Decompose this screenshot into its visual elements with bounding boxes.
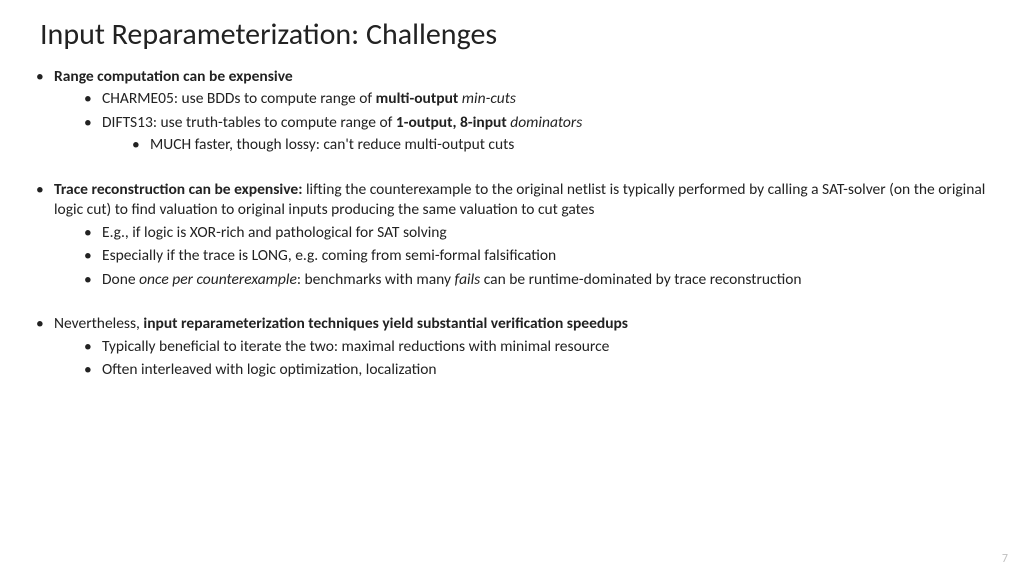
- bullet-1: Range computation can be expensive CHARM…: [36, 67, 988, 156]
- bullet-2-sub-1: E.g., if logic is XOR-rich and pathologi…: [84, 223, 988, 243]
- bullet-1-sub-2: DIFTS13: use truth-tables to compute ran…: [84, 113, 988, 156]
- text: Trace reconstruction can be expensive:: [54, 180, 303, 199]
- text: input reparameterization techniques yiel…: [143, 314, 628, 333]
- text: fails: [455, 270, 481, 289]
- text: dominators: [510, 113, 582, 132]
- page-number: 7: [1002, 552, 1008, 566]
- slide-title: Input Reparameterization: Challenges: [40, 16, 988, 53]
- text: DIFTS13: use truth-tables to compute ran…: [102, 113, 396, 132]
- bullet-1-sub-1: CHARME05: use BDDs to compute range of m…: [84, 89, 988, 109]
- bullet-3: Nevertheless, input reparameterization t…: [36, 314, 988, 380]
- bullet-1-head: Range computation can be expensive: [54, 67, 293, 86]
- bullet-list: Range computation can be expensive CHARM…: [36, 67, 988, 380]
- bullet-2-sub-3: Done once per counterexample: benchmarks…: [84, 270, 988, 290]
- text: once per counterexample: [139, 270, 297, 289]
- text: multi-output: [376, 89, 459, 108]
- text: : benchmarks with many: [297, 270, 455, 289]
- bullet-2-sub-2: Especially if the trace is LONG, e.g. co…: [84, 246, 988, 266]
- spacer: [36, 294, 988, 310]
- text: CHARME05: use BDDs to compute range of: [102, 89, 376, 108]
- text: min-cuts: [462, 89, 516, 108]
- spacer: [36, 160, 988, 176]
- slide: Input Reparameterization: Challenges Ran…: [0, 0, 1024, 576]
- bullet-3-sub-2: Often interleaved with logic optimizatio…: [84, 360, 988, 380]
- bullet-2: Trace reconstruction can be expensive: l…: [36, 180, 988, 290]
- text: can be runtime-dominated by trace recons…: [480, 270, 801, 289]
- text: 1-output, 8-input: [396, 113, 507, 132]
- text: Nevertheless,: [54, 314, 143, 333]
- bullet-1-sub-2-sub-1: MUCH faster, though lossy: can't reduce …: [132, 135, 988, 155]
- text: Done: [102, 270, 139, 289]
- bullet-3-sub-1: Typically beneficial to iterate the two:…: [84, 337, 988, 357]
